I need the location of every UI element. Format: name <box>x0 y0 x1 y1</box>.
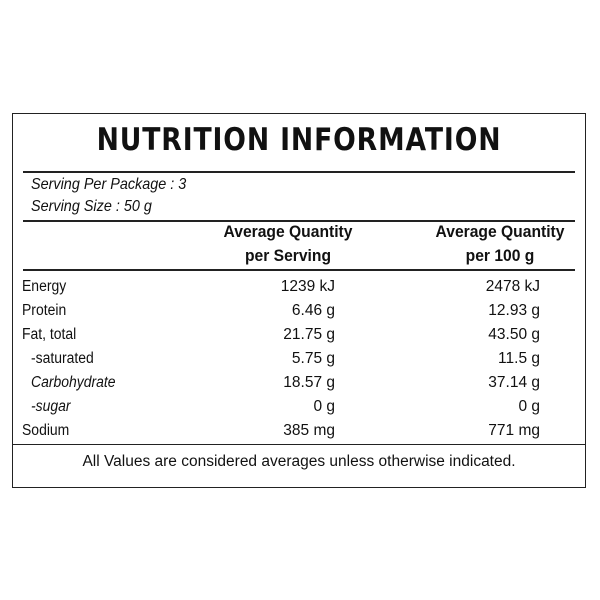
footer-divider <box>13 444 585 445</box>
nutrient-row-sugar: -sugar 0 g 0 g <box>13 398 585 422</box>
nutrient-row-carbohydrate: Carbohydrate 18.57 g 37.14 g <box>13 374 585 398</box>
per-100g-value: 11.5 g <box>498 350 540 367</box>
nutrient-row-fat-total: Fat, total 21.75 g 43.50 g <box>13 326 585 350</box>
nutrient-label: -sugar <box>31 398 71 415</box>
footer-note: All Values are considered averages unles… <box>82 453 516 470</box>
title-divider <box>23 171 575 173</box>
per-serving-value: 18.57 g <box>283 374 335 391</box>
per-serving-value: 5.75 g <box>291 350 335 367</box>
servings-per-package: Serving Per Package : 3 <box>31 176 187 193</box>
per-100g-value: 0 g <box>518 398 540 415</box>
per-100g-value: 12.93 g <box>488 302 540 319</box>
nutrient-label: Protein <box>22 302 67 319</box>
per-100g-value: 37.14 g <box>488 374 540 391</box>
per-serving-value: 0 g <box>313 398 335 415</box>
nutrient-label: Energy <box>22 278 67 295</box>
serving-divider <box>23 220 575 222</box>
header-divider <box>23 269 575 271</box>
nutrient-row-saturated: -saturated 5.75 g 11.5 g <box>13 350 585 374</box>
serving-size: Serving Size : 50 g <box>31 198 152 215</box>
nutrient-label: Carbohydrate <box>31 374 116 391</box>
nutrient-label: Sodium <box>22 422 70 439</box>
column-header-per-100g-line2: per 100 g <box>465 246 535 265</box>
column-header-per-100g-line1: Average Quantity <box>435 222 565 241</box>
per-100g-value: 2478 kJ <box>485 278 540 295</box>
per-serving-value: 1239 kJ <box>280 278 335 295</box>
column-header-per-100g: Average Quantity per 100 g <box>425 220 574 268</box>
column-header-per-serving-line1: Average Quantity <box>223 222 353 241</box>
panel-title: NUTRITION INFORMATION <box>96 122 502 158</box>
per-100g-value: 771 mg <box>488 422 540 439</box>
nutrient-row-energy: Energy 1239 kJ 2478 kJ <box>13 278 585 302</box>
nutrient-label: Fat, total <box>22 326 77 343</box>
per-100g-value: 43.50 g <box>488 326 540 343</box>
column-header-per-serving: Average Quantity per Serving <box>214 220 361 268</box>
column-header-per-serving-line2: per Serving <box>244 246 332 265</box>
per-serving-value: 6.46 g <box>291 302 335 319</box>
nutrient-row-sodium: Sodium 385 mg 771 mg <box>13 422 585 446</box>
per-serving-value: 21.75 g <box>283 326 335 343</box>
nutrient-row-protein: Protein 6.46 g 12.93 g <box>13 302 585 326</box>
per-serving-value: 385 mg <box>283 422 335 439</box>
nutrition-panel: NUTRITION INFORMATION Serving Per Packag… <box>12 113 586 488</box>
nutrient-label: -saturated <box>31 350 94 367</box>
